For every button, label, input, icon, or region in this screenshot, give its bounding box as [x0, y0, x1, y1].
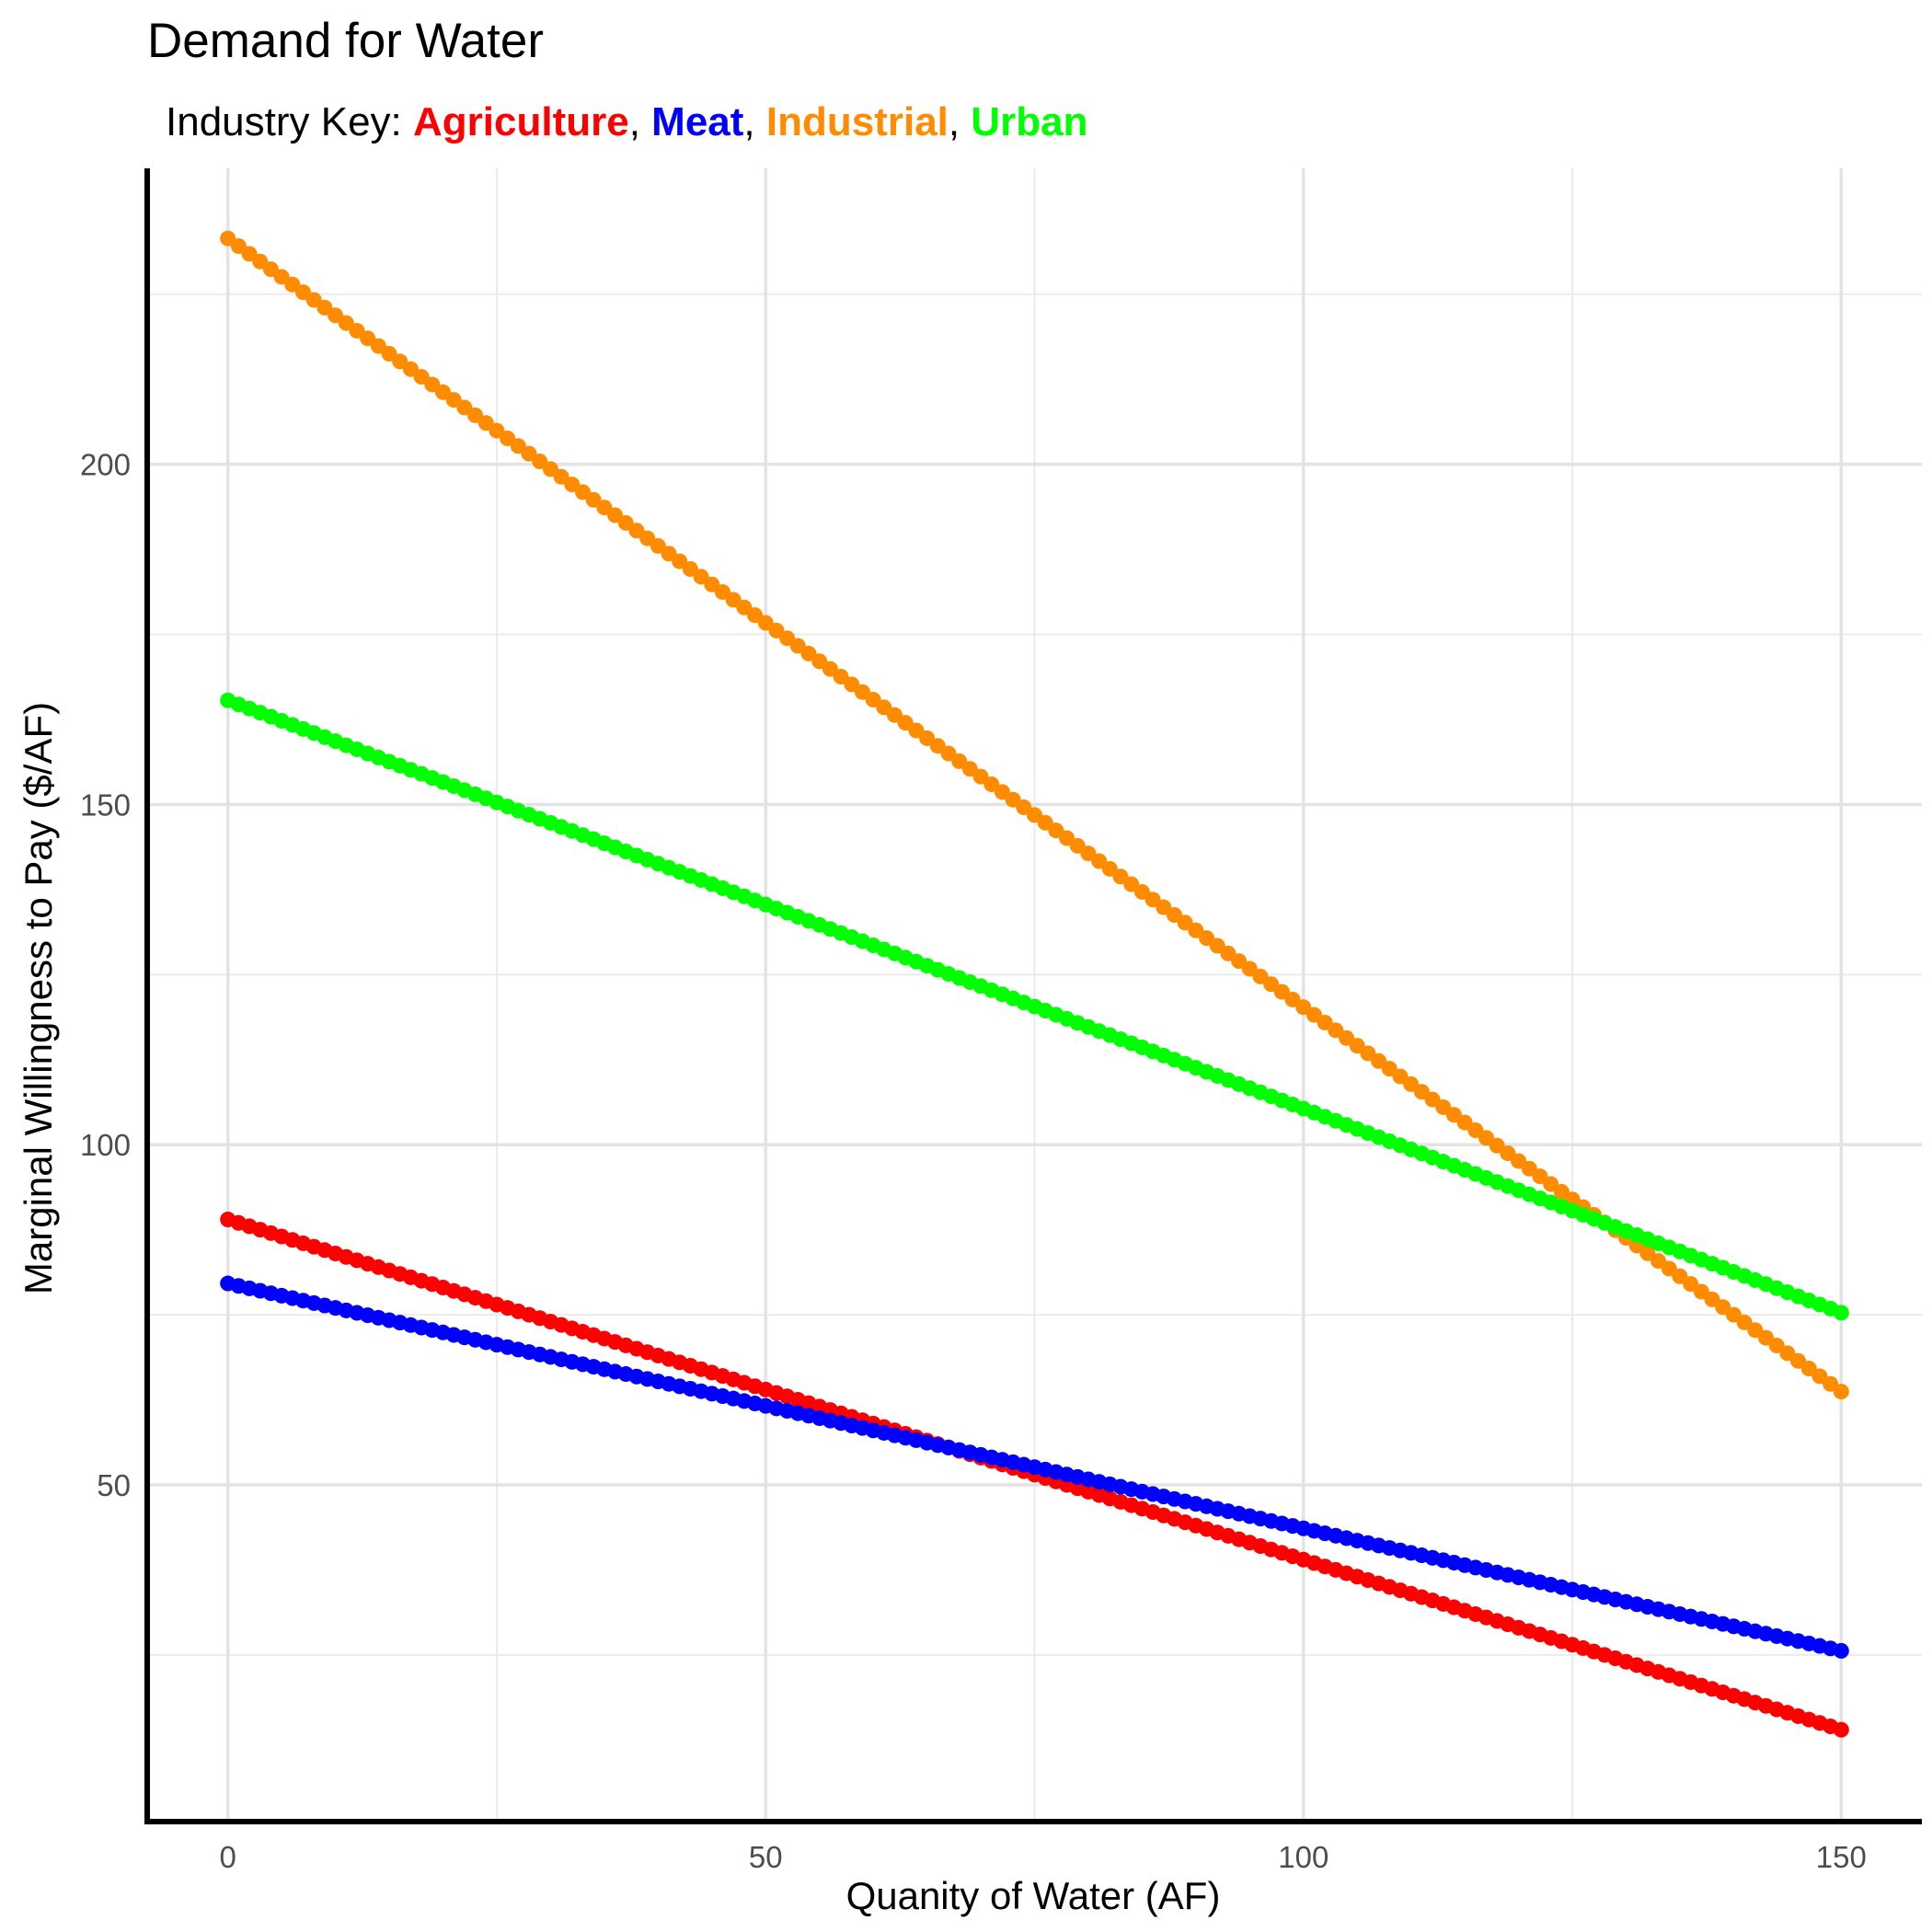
y-tick-label: 50: [97, 1468, 131, 1502]
data-point: [1317, 1015, 1333, 1031]
x-tick-label: 150: [1816, 1840, 1867, 1874]
data-point: [1833, 1721, 1849, 1738]
data-point: [1833, 1384, 1849, 1400]
data-point: [1080, 845, 1097, 862]
data-point: [725, 592, 742, 608]
y-axis-title: Marginal Willingness to Pay ($/AF): [17, 702, 60, 1294]
series-industrial: [220, 230, 1849, 1400]
chart-subtitle: Industry Key: Agriculture, Meat, Industr…: [166, 99, 1087, 145]
key-entry-agriculture: Agriculture: [413, 99, 629, 144]
data-point: [1553, 1183, 1570, 1200]
data-point: [1833, 1305, 1849, 1321]
grid-major: [147, 168, 1922, 1822]
y-tick-label: 150: [80, 788, 131, 822]
key-entry-industrial: Industrial: [765, 99, 949, 144]
chart-title: Demand for Water: [147, 14, 545, 68]
y-tick-labels: 50 100 150 200: [80, 448, 131, 1502]
subtitle-prefix: Industry Key:: [166, 99, 414, 144]
data-point: [1833, 1642, 1849, 1659]
data-point: [1672, 1268, 1688, 1284]
key-entry-urban: Urban: [971, 99, 1088, 144]
data-point: [844, 676, 860, 693]
x-axis-title: Quanity of Water (AF): [846, 1874, 1221, 1917]
data-point: [252, 253, 269, 270]
x-tick-label: 0: [220, 1840, 236, 1874]
data-point: [1790, 1352, 1807, 1369]
data-point: [370, 338, 386, 354]
data-point: [961, 761, 978, 777]
data-point: [607, 507, 624, 523]
key-entry-meat: Meat: [651, 99, 744, 144]
series-urban: [220, 692, 1849, 1321]
key-separator: ,: [743, 99, 766, 144]
data-point: [1199, 930, 1215, 947]
data-point: [489, 422, 505, 439]
x-tick-labels: 0 50 100 150: [220, 1840, 1867, 1874]
x-tick-label: 100: [1278, 1840, 1328, 1874]
series-layer: [220, 230, 1849, 1738]
key-separator: ,: [948, 99, 972, 144]
key-separator: ,: [628, 99, 652, 144]
y-tick-label: 100: [80, 1128, 131, 1162]
y-tick-label: 200: [80, 448, 131, 482]
data-point: [1435, 1098, 1452, 1115]
grid-minor: [147, 168, 1922, 1822]
series-meat: [220, 1275, 1849, 1659]
x-tick-label: 50: [749, 1840, 783, 1874]
